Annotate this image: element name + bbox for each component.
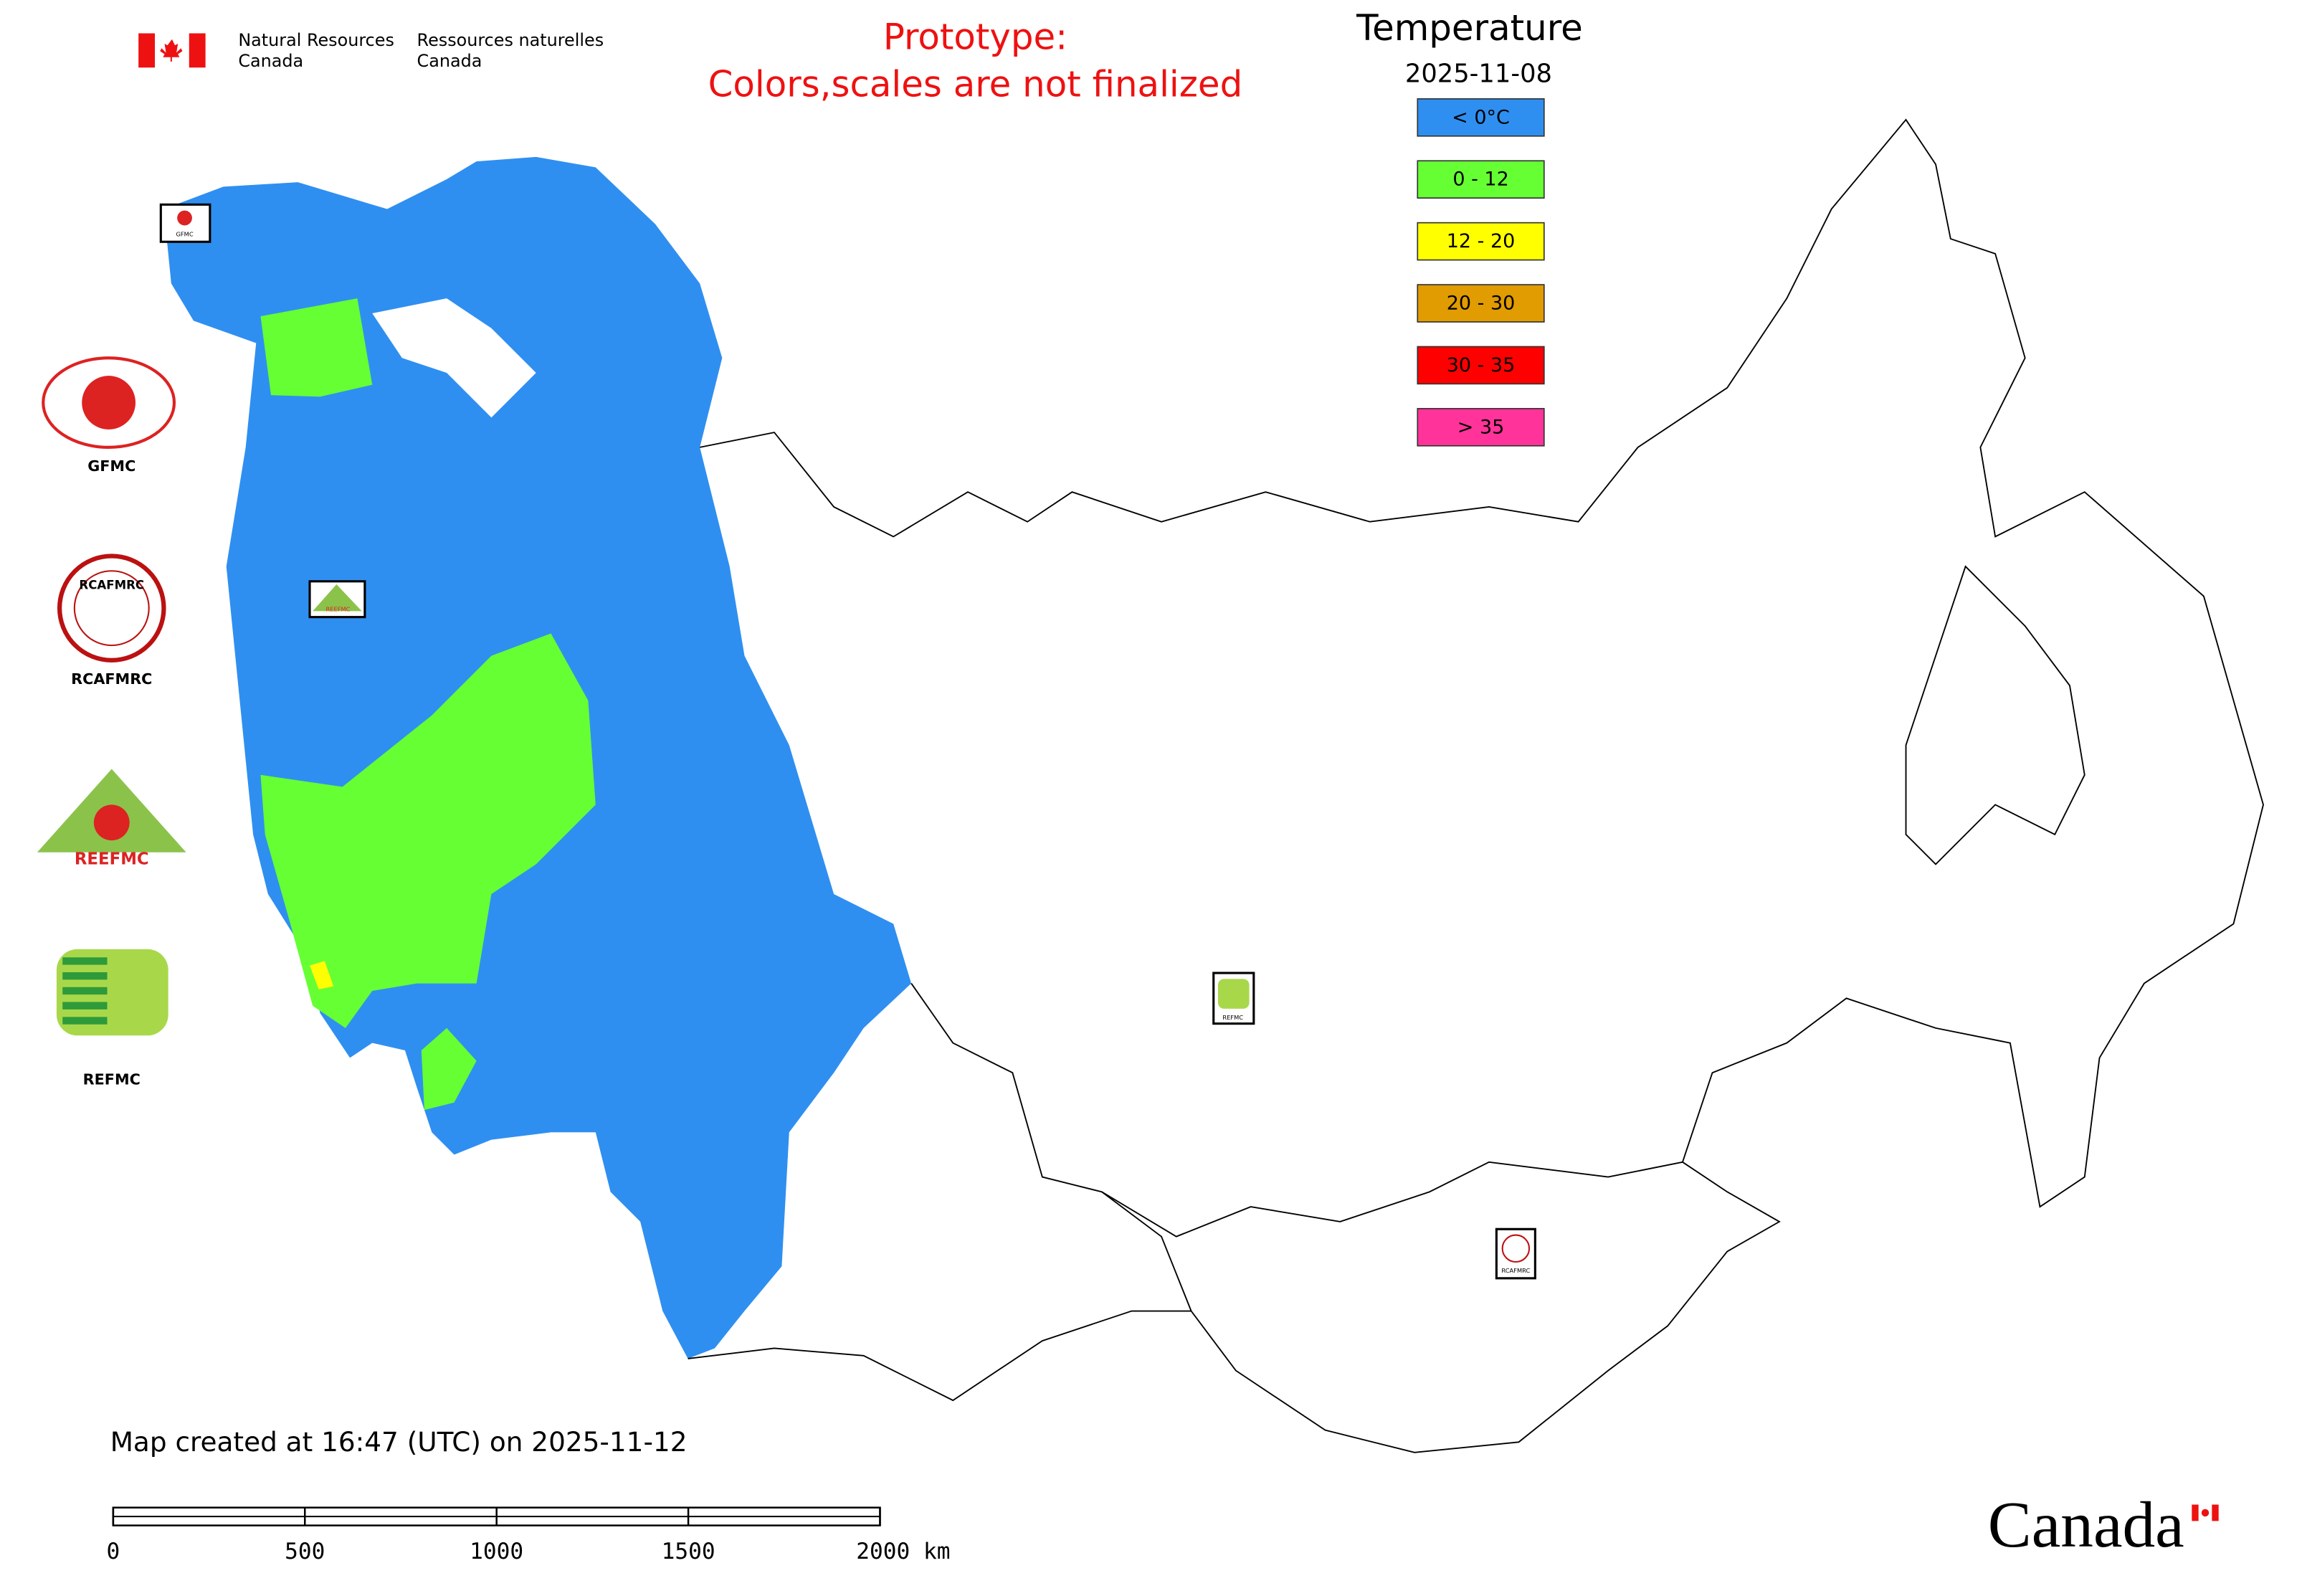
legend-swatch — [1417, 160, 1545, 199]
marker — [1495, 1227, 1536, 1280]
scale-tick-label: 0 — [106, 1539, 120, 1564]
created-note: Map created at 16:47 (UTC) on 2025-11-12 — [110, 1426, 688, 1458]
wordmark-flag — [2192, 1504, 2219, 1521]
agency-en: Canada — [238, 51, 303, 71]
agency-en: Natural Resources — [238, 30, 394, 50]
marker — [159, 203, 211, 243]
legend-swatch — [1417, 408, 1545, 447]
country-outline — [688, 1310, 1192, 1402]
legend-label: < 0°C — [1452, 106, 1510, 128]
logo-gfmc — [42, 356, 176, 449]
marker-label: RCAFMRC — [1501, 1267, 1530, 1274]
map-area — [163, 118, 2264, 1453]
country-outline — [1101, 1162, 1781, 1453]
legend-label: 0 - 12 — [1452, 168, 1508, 191]
marker-label: REFMC — [1222, 1014, 1243, 1021]
region-yellow — [310, 961, 334, 989]
logo-inner-text: RCAFMRC — [79, 579, 144, 592]
marker — [308, 580, 366, 619]
country-outline — [1905, 565, 2085, 865]
agency-fr: Canada — [417, 51, 482, 71]
legend-label: 12 - 20 — [1447, 230, 1516, 252]
scale-tick-label: 500 — [285, 1539, 325, 1564]
legend-date: 2025-11-08 — [1405, 60, 1552, 89]
logo-label: REEFMC — [75, 850, 149, 869]
nrcan-flag — [138, 33, 206, 68]
agency-fr: Ressources naturelles — [417, 30, 604, 50]
region-white-sea — [372, 298, 536, 418]
legend-swatch — [1417, 98, 1545, 137]
region-green — [260, 298, 373, 397]
scale-tick-label: 1000 — [470, 1539, 523, 1564]
logo-rcafmrc — [57, 554, 166, 662]
notice: Colors,scales are not finalized — [708, 64, 1243, 105]
scale-bar: 0 500 1000 1500 2000 km — [106, 1506, 951, 1564]
marker-label: REEFMC — [325, 606, 350, 613]
legend: < 0°C 0 - 12 12 - 20 20 - 30 30 - 35 > 35 — [1417, 98, 1545, 447]
logo-label: RCAFMRC — [71, 670, 152, 688]
marker — [1212, 972, 1255, 1025]
legend-swatch — [1417, 284, 1545, 323]
legend-swatch — [1417, 346, 1545, 385]
region-green — [421, 1027, 477, 1111]
logo-label: REFMC — [83, 1071, 141, 1088]
logo-reefmc — [37, 769, 186, 852]
legend-label: 20 - 30 — [1447, 293, 1516, 315]
scale-tick-label: 2000 km — [856, 1539, 950, 1564]
logo-label: GFMC — [87, 457, 135, 475]
logo-refmc — [56, 949, 168, 1036]
legend-label: 30 - 35 — [1447, 354, 1516, 376]
region-green — [260, 633, 596, 1028]
notice: Prototype: — [883, 16, 1067, 57]
canada-wordmark: Canada — [1988, 1488, 2184, 1561]
legend-title: Temperature — [1356, 7, 1583, 49]
country-outline — [699, 118, 2264, 1238]
scale-tick-label: 1500 — [662, 1539, 715, 1564]
legend-label: > 35 — [1457, 416, 1505, 438]
legend-swatch — [1417, 222, 1545, 261]
marker-label: GFMC — [176, 230, 193, 237]
